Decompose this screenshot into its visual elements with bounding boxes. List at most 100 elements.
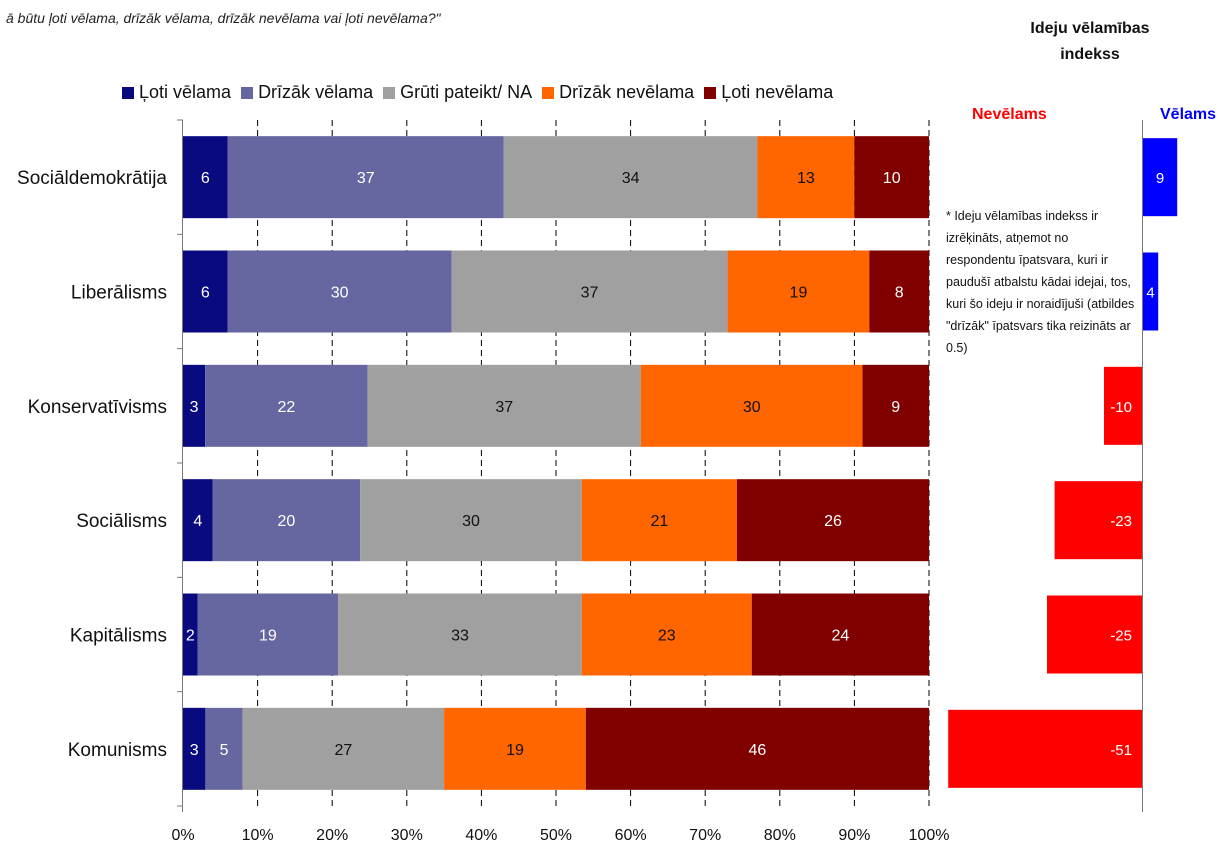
data-label: 34 <box>622 170 640 187</box>
bar-segment <box>640 364 863 447</box>
category-label: Kapitālisms <box>70 626 167 647</box>
data-label: 30 <box>743 399 761 416</box>
data-label: 33 <box>451 628 469 645</box>
category-label: Liberālisms <box>71 283 167 304</box>
bar-segment <box>183 364 206 447</box>
index-value-label: 9 <box>1156 170 1164 187</box>
index-bar <box>948 709 1142 788</box>
legend-item: Drīzāk vēlama <box>241 82 373 103</box>
positive-label: Vēlams <box>1160 106 1217 123</box>
data-label: 20 <box>278 513 296 530</box>
data-label: 4 <box>193 513 202 530</box>
bar-segment <box>736 479 929 562</box>
bar-segment <box>581 593 752 676</box>
data-label: 3 <box>190 742 199 759</box>
bar-segment <box>183 479 213 562</box>
legend-swatch <box>704 86 717 99</box>
bar-segment <box>727 250 870 333</box>
bar-segment <box>242 707 445 790</box>
bar-segment <box>205 364 368 447</box>
data-label: 8 <box>895 285 904 302</box>
x-tick-label: 90% <box>838 827 870 844</box>
category-label: Sociāldemokrātija <box>17 168 167 189</box>
bar-segment <box>212 479 361 562</box>
data-label: 19 <box>506 742 524 759</box>
legend-swatch <box>542 86 555 99</box>
data-label: 3 <box>190 399 199 416</box>
legend-swatch <box>241 86 254 99</box>
index-value-label: -51 <box>1110 742 1132 759</box>
bar-segment <box>444 707 586 790</box>
data-label: 37 <box>581 285 599 302</box>
data-label: 27 <box>334 742 352 759</box>
index-bar <box>1143 138 1178 217</box>
category-label: Konservatīvisms <box>28 397 167 418</box>
data-label: 23 <box>658 628 676 645</box>
data-label: 22 <box>278 399 296 416</box>
x-tick-label: 80% <box>764 827 796 844</box>
x-tick-label: 70% <box>689 827 721 844</box>
data-label: 21 <box>651 513 669 530</box>
bar-segment <box>862 364 929 447</box>
bar-segment <box>205 707 243 790</box>
bar-segment <box>183 250 228 333</box>
data-label: 46 <box>749 742 767 759</box>
data-label: 24 <box>831 628 849 645</box>
x-tick-label: 60% <box>615 827 647 844</box>
bar-segment <box>751 593 929 676</box>
legend-label: Ļoti nevēlama <box>721 82 834 102</box>
data-label: 9 <box>891 399 900 416</box>
legend-swatch <box>122 86 134 99</box>
index-note: * Ideju vēlamības indekss ir izrēķināts,… <box>946 209 1135 355</box>
legend-item: Ļoti nevēlama <box>704 82 833 103</box>
bar-segment <box>197 593 339 676</box>
bar-segment <box>227 250 452 333</box>
negative-label: Nevēlams <box>972 106 1047 123</box>
data-label: 19 <box>259 628 277 645</box>
data-label: 5 <box>220 742 229 759</box>
category-label: Sociālisms <box>76 511 167 532</box>
category-label: Komunisms <box>68 740 167 761</box>
index-value-label: 4 <box>1146 285 1154 302</box>
legend-label: Ļoti vēlama <box>139 82 232 102</box>
legend-item: Drīzāk nevēlama <box>542 82 694 103</box>
bar-segment <box>503 136 758 219</box>
bar-segment <box>585 707 929 790</box>
data-label: 30 <box>331 285 349 302</box>
legend-label: Drīzāk vēlama <box>258 82 374 102</box>
legend-label: Grūti pateikt/ NA <box>400 82 533 102</box>
data-label: 6 <box>201 285 210 302</box>
bar-segment <box>757 136 855 219</box>
x-tick-label: 100% <box>909 827 950 844</box>
x-tick-label: 10% <box>242 827 274 844</box>
bar-segment <box>227 136 504 219</box>
index-bar <box>1143 252 1159 331</box>
bar-segment <box>581 479 737 562</box>
legend: Ļoti vēlama Drīzāk vēlama Grūti pateikt/… <box>122 82 843 103</box>
index-bar <box>1047 595 1142 674</box>
bar-segment <box>854 136 929 219</box>
data-label: 13 <box>797 170 815 187</box>
x-tick-label: 30% <box>391 827 423 844</box>
data-label: 37 <box>357 170 375 187</box>
bar-segment <box>338 593 582 676</box>
bar-segment <box>869 250 929 333</box>
x-tick-label: 50% <box>540 827 572 844</box>
legend-label: Drīzāk nevēlama <box>559 82 695 102</box>
index-value-label: -10 <box>1110 399 1132 416</box>
index-bar <box>1054 481 1142 560</box>
data-label: 37 <box>495 399 513 416</box>
bar-segment <box>183 707 206 790</box>
legend-swatch <box>383 86 396 99</box>
bar-segment <box>183 136 228 219</box>
data-label: 2 <box>186 628 195 645</box>
bar-segment <box>183 593 198 676</box>
data-label: 19 <box>790 285 808 302</box>
data-label: 26 <box>824 513 842 530</box>
index-title: Ideju vēlamības indekss <box>1030 20 1150 63</box>
index-bar <box>1104 366 1142 445</box>
data-label: 30 <box>462 513 480 530</box>
data-label: 10 <box>883 170 901 187</box>
bar-segment <box>367 364 641 447</box>
